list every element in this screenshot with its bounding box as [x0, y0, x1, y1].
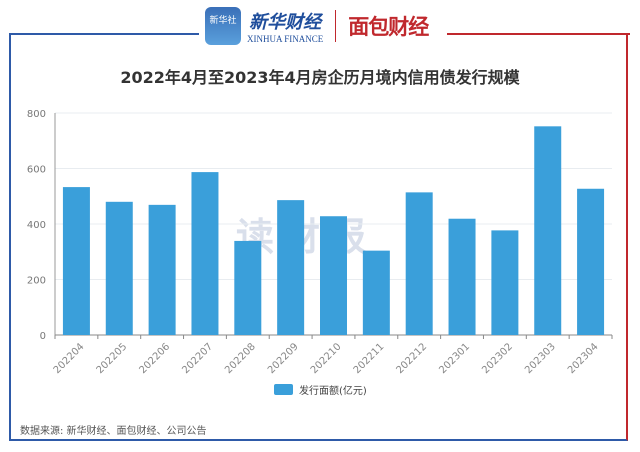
x-tick-label: 202209 — [266, 341, 301, 376]
bar-202209 — [277, 200, 305, 335]
logo-separator — [335, 10, 337, 42]
chart-frame — [9, 33, 628, 441]
mianbao-finance-logo: 面包财经 — [348, 15, 429, 39]
bar-202210 — [320, 216, 347, 335]
x-tick-label: 202205 — [95, 341, 130, 376]
chart-title: 2022年4月至2023年4月房企历月境内信用债发行规模 — [120, 68, 520, 87]
x-tick-label: 202206 — [137, 341, 172, 376]
legend-label: 发行面额(亿元) — [299, 386, 367, 397]
bar-202207 — [191, 172, 219, 335]
x-tick-label: 202304 — [566, 341, 601, 376]
legend-swatch — [274, 384, 293, 395]
x-tick-label: 202210 — [309, 341, 344, 376]
y-tick-label: 400 — [27, 220, 46, 231]
bar-202208 — [234, 240, 262, 335]
y-tick-label: 200 — [27, 276, 46, 287]
y-tick-label: 800 — [27, 109, 46, 120]
x-tick-label: 202212 — [395, 341, 430, 376]
bar-202304 — [577, 188, 605, 335]
logo-bar: 新华社 新华财经 XINHUA FINANCE 面包财经 — [205, 6, 429, 46]
bar-202302 — [491, 230, 519, 335]
bar-202211 — [362, 250, 390, 335]
xinhua-finance-logo: 新华财经 XINHUA FINANCE — [247, 8, 323, 44]
xinhua-icon-text: 新华社 — [209, 16, 237, 26]
xinhua-logo-icon: 新华社 — [205, 7, 241, 45]
x-tick-label: 202207 — [180, 341, 215, 376]
frame-top-right-line — [447, 33, 630, 35]
bar-202205 — [105, 201, 133, 335]
data-source: 数据来源: 新华财经、面包财经、公司公告 — [20, 426, 207, 437]
x-tick-label: 202302 — [480, 341, 515, 376]
x-tick-label: 202301 — [437, 341, 472, 376]
legend[interactable]: 发行面额(亿元) — [274, 382, 367, 397]
y-tick-label: 600 — [27, 165, 46, 176]
x-tick-label: 202208 — [223, 341, 258, 376]
bar-202301 — [448, 218, 476, 335]
y-tick-label: 0 — [40, 331, 46, 342]
bar-202206 — [148, 204, 176, 335]
xinhua-cn-logo-text: 新华财经 — [249, 12, 322, 33]
x-tick-label: 202211 — [352, 341, 387, 376]
xinhua-en-logo-text: XINHUA FINANCE — [247, 34, 324, 44]
x-tick-label: 202204 — [52, 341, 87, 376]
bar-202303 — [534, 126, 562, 335]
bar-202204 — [62, 187, 90, 335]
frame-top-left-line — [9, 33, 199, 35]
bar-202212 — [405, 192, 433, 335]
x-tick-label: 202303 — [523, 341, 558, 376]
